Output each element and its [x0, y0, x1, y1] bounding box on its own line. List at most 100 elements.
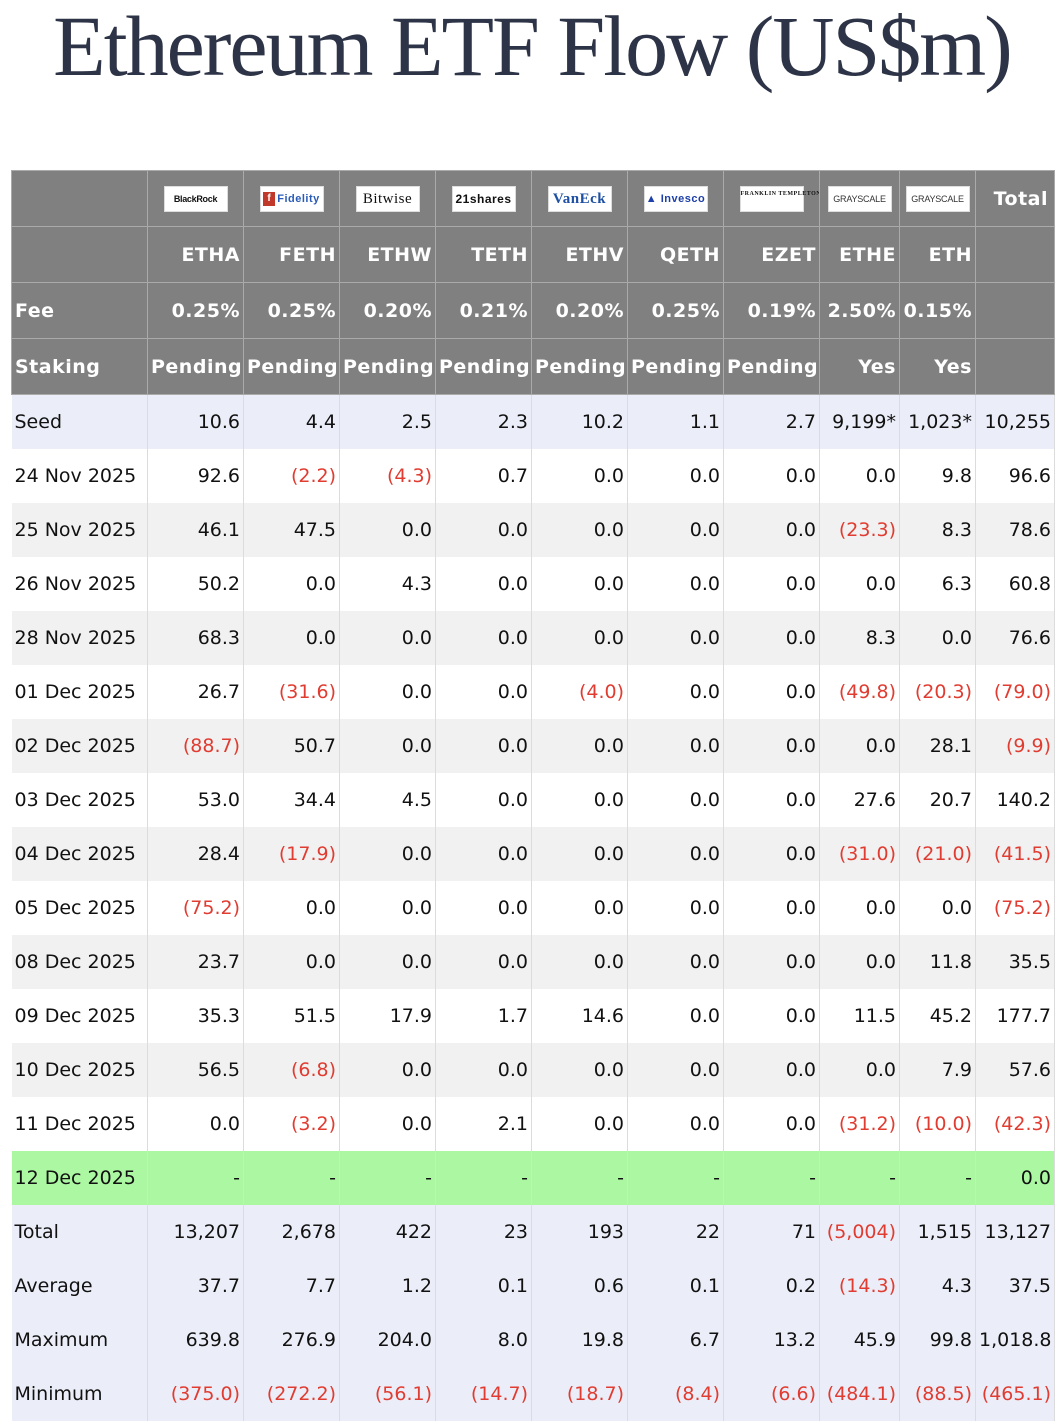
flow-cell: 0.0 — [723, 665, 820, 719]
table-row: 28 Nov 2025 68.3 0.0 0.0 0.0 0.0 0.0 0.0 8.3 0.0 7… — [11, 611, 1055, 665]
flow-cell: 10.6 — [147, 394, 244, 449]
fee-cell: 2.50% — [819, 282, 900, 339]
flow-cell: 0.0 — [435, 935, 532, 989]
flow-cell: 17.9 — [339, 989, 436, 1043]
staking-cell: Pending — [243, 338, 340, 395]
table-row: 25 Nov 2025 46.1 47.5 0.0 0.0 0.0 0.0 0.0 (23.3)… — [11, 503, 1055, 557]
flow-cell: 0.0 — [627, 719, 724, 773]
flow-cell: (31.6) — [243, 665, 340, 719]
flow-cell: 1.7 — [435, 989, 532, 1043]
flow-cell: 276.9 — [243, 1313, 340, 1367]
flow-cell: 0.0 — [147, 1097, 244, 1151]
row-label: Minimum — [11, 1367, 148, 1421]
row-label: Average — [11, 1259, 148, 1313]
flow-cell: 0.0 — [435, 881, 532, 935]
flow-cell: 0.0 — [723, 773, 820, 827]
row-label: 09 Dec 2025 — [11, 989, 148, 1043]
flow-cell: (21.0) — [899, 827, 976, 881]
flow-cell: 2,678 — [243, 1205, 340, 1259]
issuer-logo-vaneck: VanEck — [531, 170, 628, 227]
staking-cell: Pending — [435, 338, 532, 395]
flow-cell: (31.0) — [819, 827, 900, 881]
flow-cell: (3.2) — [243, 1097, 340, 1151]
row-label: 03 Dec 2025 — [11, 773, 148, 827]
flow-cell: 10.2 — [531, 394, 628, 449]
table-row: 05 Dec 2025 (75.2) 0.0 0.0 0.0 0.0 0.0 0.0 0.0 0.… — [11, 881, 1055, 935]
issuer-logo-row: BlackRock f Fidelity Bitwise 21shares Van… — [11, 170, 1055, 227]
flow-cell: (14.7) — [435, 1367, 532, 1421]
row-label: 04 Dec 2025 — [11, 827, 148, 881]
flow-cell: (31.2) — [819, 1097, 900, 1151]
flow-cell: (17.9) — [243, 827, 340, 881]
grayscale-logo: GRAYSCALE — [905, 185, 970, 212]
invesco-logo: ▲ Invesco — [643, 185, 708, 212]
flow-cell: (20.3) — [899, 665, 976, 719]
row-label: 26 Nov 2025 — [11, 557, 148, 611]
flow-cell: (4.0) — [531, 665, 628, 719]
table-row: 24 Nov 2025 92.6 (2.2) (4.3) 0.7 0.0 0.0 0.0 0.0… — [11, 449, 1055, 503]
staking-cell: Pending — [531, 338, 628, 395]
flow-cell: 0.0 — [627, 665, 724, 719]
flow-cell: 99.8 — [899, 1313, 976, 1367]
row-label: 25 Nov 2025 — [11, 503, 148, 557]
table-row: 02 Dec 2025 (88.7) 50.7 0.0 0.0 0.0 0.0 0.0 0.0 2… — [11, 719, 1055, 773]
flow-cell: 0.0 — [819, 449, 900, 503]
flow-cell: 0.0 — [723, 503, 820, 557]
flow-cell: (18.7) — [531, 1367, 628, 1421]
flow-cell: 0.0 — [723, 935, 820, 989]
flow-cell: 0.0 — [435, 665, 532, 719]
flow-cell: (23.3) — [819, 503, 900, 557]
staking-cell: Pending — [723, 338, 820, 395]
issuer-logo-invesco: ▲ Invesco — [627, 170, 724, 227]
flow-cell: 0.0 — [243, 611, 340, 665]
franklin-templeton-logo: FRANKLIN TEMPLETON — [739, 185, 819, 212]
flow-cell: 0.0 — [627, 881, 724, 935]
row-total-cell: (42.3) — [975, 1097, 1055, 1151]
flow-cell: 0.0 — [339, 719, 436, 773]
row-total-cell: 60.8 — [975, 557, 1055, 611]
flow-cell: 0.0 — [723, 449, 820, 503]
table-row: 11 Dec 2025 0.0 (3.2) 0.0 2.1 0.0 0.0 0.0 (31.2)… — [11, 1097, 1055, 1151]
flow-cell: 204.0 — [339, 1313, 436, 1367]
row-total-cell: 57.6 — [975, 1043, 1055, 1097]
row-total-cell: 13,127 — [975, 1205, 1055, 1259]
ticker-row: ETHA FETH ETHW TETH ETHV QETH EZET ETHE … — [11, 226, 1055, 283]
flow-cell: 9.8 — [899, 449, 976, 503]
flow-cell: 0.0 — [243, 935, 340, 989]
flow-cell: 68.3 — [147, 611, 244, 665]
flow-cell: (375.0) — [147, 1367, 244, 1421]
flow-cell: 0.0 — [819, 935, 900, 989]
staking-row: Staking Pending Pending Pending Pending … — [11, 338, 1055, 395]
staking-cell: Yes — [899, 338, 976, 395]
flow-table-body: Seed 10.6 4.4 2.5 2.3 10.2 1.1 2.7 9,199* 1,023* 1… — [11, 394, 1055, 1421]
flow-cell: 0.0 — [723, 1043, 820, 1097]
flow-cell: 1,023* — [899, 394, 976, 449]
flow-cell: 0.0 — [723, 1097, 820, 1151]
flow-cell: 0.0 — [723, 827, 820, 881]
flow-cell: 0.0 — [723, 881, 820, 935]
row-label: Maximum — [11, 1313, 148, 1367]
flow-cell: 0.0 — [531, 1043, 628, 1097]
flow-cell: 0.0 — [627, 935, 724, 989]
flow-cell: 0.0 — [435, 719, 532, 773]
flow-cell: 0.0 — [435, 611, 532, 665]
bitwise-logo: Bitwise — [355, 185, 420, 212]
table-row: 10 Dec 2025 56.5 (6.8) 0.0 0.0 0.0 0.0 0.0 0.0 7.… — [11, 1043, 1055, 1097]
flow-cell: 0.0 — [243, 881, 340, 935]
flow-cell: 23.7 — [147, 935, 244, 989]
fidelity-logo: f Fidelity — [259, 185, 324, 212]
table-row: 08 Dec 2025 23.7 0.0 0.0 0.0 0.0 0.0 0.0 0.0 11.8… — [11, 935, 1055, 989]
flow-cell: 11.5 — [819, 989, 900, 1043]
flow-cell: 50.7 — [243, 719, 340, 773]
flow-cell: 6.7 — [627, 1313, 724, 1367]
fee-cell: 0.19% — [723, 282, 820, 339]
table-row: 09 Dec 2025 35.3 51.5 17.9 1.7 14.6 0.0 0.0 11.5… — [11, 989, 1055, 1043]
flow-cell: 51.5 — [243, 989, 340, 1043]
flow-cell: 0.1 — [627, 1259, 724, 1313]
row-label: 02 Dec 2025 — [11, 719, 148, 773]
flow-cell: (56.1) — [339, 1367, 436, 1421]
row-total-cell: 96.6 — [975, 449, 1055, 503]
flow-cell: 0.7 — [435, 449, 532, 503]
flow-cell: 0.1 — [435, 1259, 532, 1313]
issuer-logo-21shares: 21shares — [435, 170, 532, 227]
